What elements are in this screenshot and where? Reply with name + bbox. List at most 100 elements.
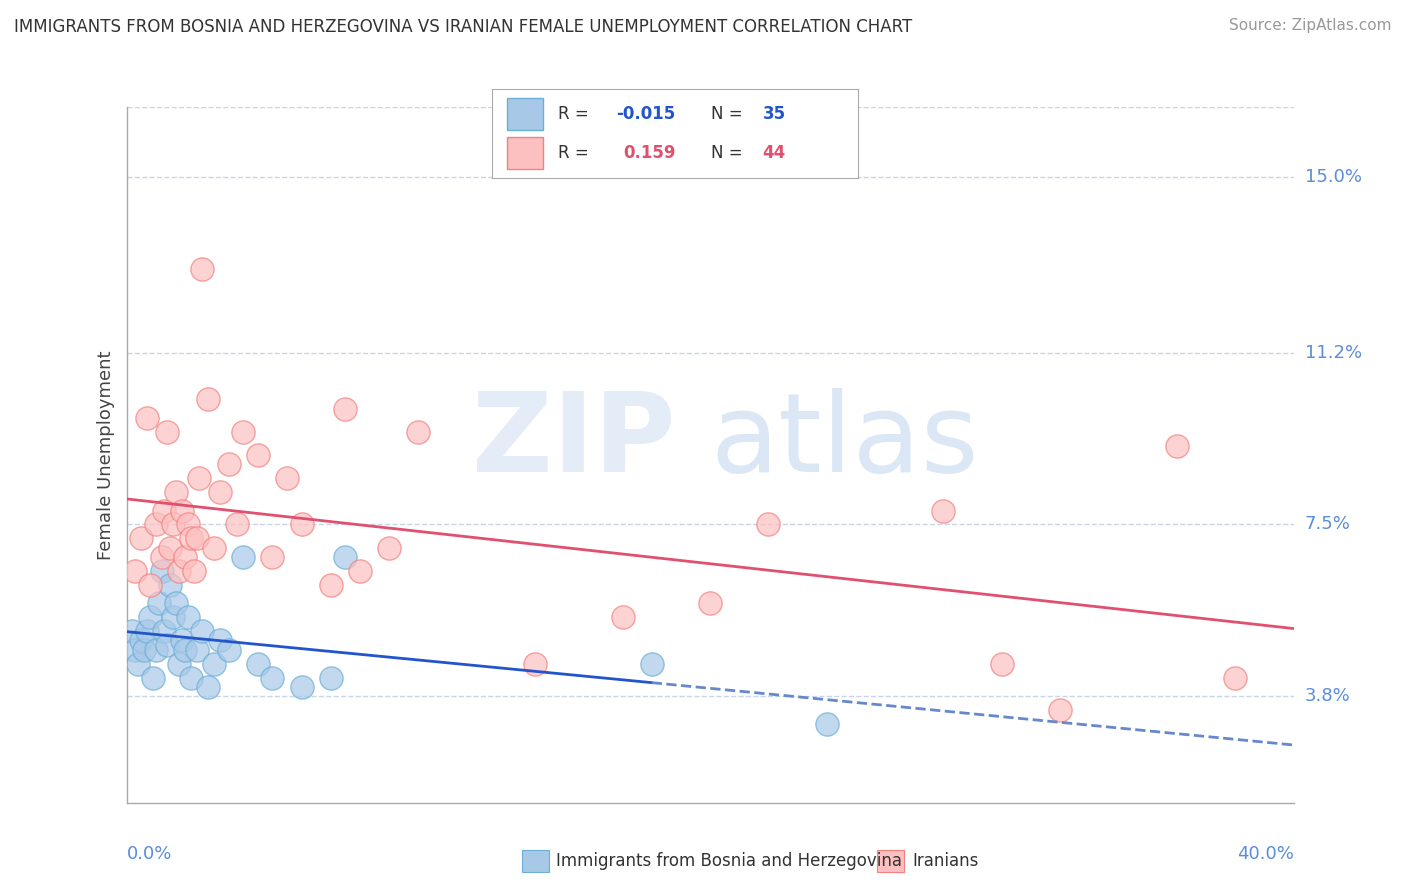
Point (174, 642, 197, 657)
Point (208, 485, 231, 500)
Point (335, 549, 357, 564)
Text: atlas: atlas (710, 387, 979, 494)
Text: R =: R = (558, 105, 593, 123)
Text: ZIP: ZIP (471, 387, 675, 494)
Point (197, 680, 219, 694)
Text: 40.0%: 40.0% (1237, 845, 1294, 863)
Point (335, 401, 357, 416)
Bar (522, 849, 548, 872)
Point (218, 642, 240, 657)
Point (218, 457, 240, 471)
Point (150, 564, 173, 578)
Point (177, 610, 200, 624)
Point (191, 262, 214, 277)
Text: 15.0%: 15.0% (1305, 168, 1361, 186)
Point (167, 564, 190, 578)
Point (262, 549, 284, 564)
Point (1049, 703, 1071, 717)
Point (124, 642, 146, 657)
Point (180, 671, 202, 685)
Point (202, 541, 225, 555)
Point (186, 532, 208, 546)
Point (246, 448, 269, 462)
Point (174, 549, 197, 564)
Point (290, 680, 312, 694)
Point (641, 657, 664, 671)
Point (378, 541, 401, 555)
Point (186, 642, 208, 657)
Point (162, 517, 184, 532)
Point (150, 549, 173, 564)
Bar (506, 137, 543, 169)
Point (170, 633, 193, 648)
Point (932, 503, 955, 517)
Point (156, 638, 179, 652)
Point (756, 517, 779, 532)
Point (349, 564, 371, 578)
Point (159, 541, 181, 555)
Text: N =: N = (711, 145, 748, 162)
Point (153, 624, 176, 639)
Point (290, 517, 312, 532)
Point (191, 624, 214, 639)
Point (699, 596, 721, 610)
Point (319, 671, 342, 685)
Point (136, 624, 159, 639)
Bar (877, 849, 904, 872)
Bar (506, 98, 543, 130)
Text: R =: R = (558, 145, 599, 162)
Text: N =: N = (711, 105, 748, 123)
Point (159, 578, 181, 592)
Point (139, 578, 162, 592)
Point (524, 657, 547, 671)
Text: -0.015: -0.015 (616, 105, 676, 123)
Text: 35: 35 (762, 105, 786, 123)
Point (202, 657, 225, 671)
Point (167, 657, 190, 671)
Point (319, 578, 342, 592)
Point (153, 503, 176, 517)
Point (408, 425, 430, 439)
Point (208, 633, 231, 648)
Text: Immigrants from Bosnia and Herzegovina: Immigrants from Bosnia and Herzegovina (557, 852, 903, 870)
Point (139, 610, 162, 624)
Point (129, 532, 152, 546)
Point (232, 549, 254, 564)
Point (136, 410, 159, 425)
Point (226, 517, 249, 532)
Point (262, 671, 284, 685)
Point (183, 564, 205, 578)
Point (1166, 439, 1188, 453)
Text: 0.159: 0.159 (624, 145, 676, 162)
Point (148, 596, 170, 610)
Text: IMMIGRANTS FROM BOSNIA AND HERZEGOVINA VS IRANIAN FEMALE UNEMPLOYMENT CORRELATIO: IMMIGRANTS FROM BOSNIA AND HERZEGOVINA V… (14, 18, 912, 36)
Text: 11.2%: 11.2% (1305, 344, 1362, 362)
Point (232, 425, 254, 439)
Point (121, 624, 143, 639)
Point (165, 596, 187, 610)
Text: 3.8%: 3.8% (1305, 687, 1350, 705)
Point (246, 657, 269, 671)
Point (145, 517, 167, 532)
Point (188, 471, 211, 485)
Point (124, 564, 146, 578)
Point (142, 671, 165, 685)
Point (815, 717, 838, 731)
Point (162, 610, 184, 624)
Point (180, 532, 202, 546)
Text: 44: 44 (762, 145, 786, 162)
Text: Source: ZipAtlas.com: Source: ZipAtlas.com (1229, 18, 1392, 33)
Point (127, 657, 149, 671)
Point (276, 471, 298, 485)
Text: 0.0%: 0.0% (127, 845, 172, 863)
Point (170, 503, 193, 517)
Y-axis label: Female Unemployment: Female Unemployment (97, 351, 115, 559)
Point (990, 657, 1012, 671)
Point (165, 485, 187, 500)
Point (1223, 671, 1247, 685)
Point (129, 633, 152, 648)
Point (156, 425, 179, 439)
Text: Iranians: Iranians (912, 852, 979, 870)
Point (177, 517, 200, 532)
Point (145, 642, 167, 657)
